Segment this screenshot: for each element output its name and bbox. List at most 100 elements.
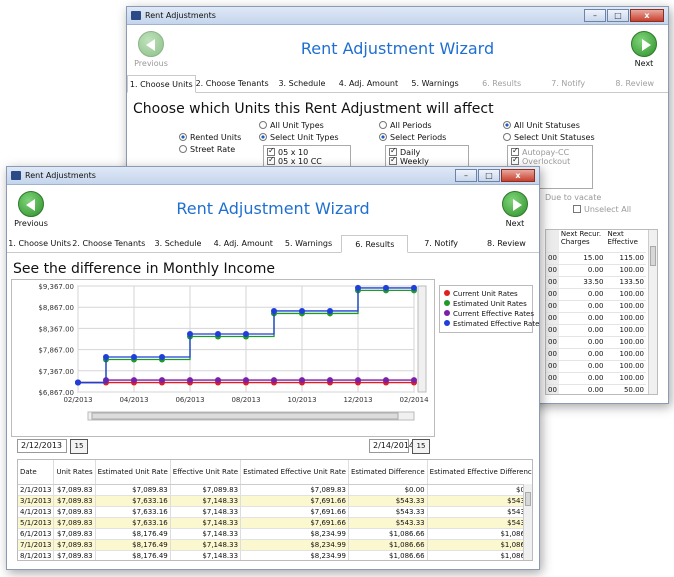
table-row[interactable]: 7/1/2013 $7,089.83 $8,176.49 $7,148.33 $8,23… [18,539,532,551]
column-header[interactable]: Estimated Difference [348,460,428,485]
radio-icon [179,145,187,153]
scroll-thumb[interactable] [525,492,531,506]
unit-type-item[interactable]: 05 x 10 [267,146,347,157]
y-tick-label: $7,867.00 [38,347,74,355]
all-unit-types-option[interactable]: All Unit Types [259,121,324,130]
select-unit-statuses-option[interactable]: Select Unit Statuses [503,133,595,142]
table-row[interactable]: 00 0.00 100.00 [546,312,646,325]
minimize-button[interactable]: – [584,9,606,22]
due-to-vacate-item[interactable]: Due to vacate [545,193,602,202]
table-row[interactable]: 5/1/2013 $7,089.83 $7,633.16 $7,148.33 $7,69… [18,517,532,529]
column-header[interactable]: Effective Unit Rate [170,460,242,485]
front-tab-notify[interactable]: 7. Notify [424,239,459,248]
table-row[interactable]: 00 0.00 100.00 [546,372,646,385]
checkbox-icon [389,155,397,165]
back-tab-choose-tenants[interactable]: 2. Choose Tenants [195,79,269,88]
previous-label: Previous [134,59,168,68]
front-previous-button[interactable]: Previous [11,191,51,228]
all-unit-statuses-option[interactable]: All Unit Statuses [503,121,580,130]
rented-units-option[interactable]: Rented Units [179,133,241,142]
table-row[interactable]: 2/1/2013 $7,089.83 $7,089.83 $7,089.83 $7,08… [18,484,532,496]
front-tab-schedule[interactable]: 3. Schedule [154,239,202,248]
x-tick-label: 02/2014 [399,396,429,404]
data-point [299,377,305,384]
table-cell: 100.00 [605,348,646,361]
all-periods-option[interactable]: All Periods [379,121,432,130]
back-previous-button[interactable]: Previous [131,31,171,68]
select-unit-types-option[interactable]: Select Unit Types [259,133,339,142]
table-cell: 00 [546,276,559,289]
x-tick-label: 02/2013 [63,396,92,404]
back-tab-schedule[interactable]: 3. Schedule [278,79,326,88]
next-arrow-icon [631,31,657,57]
period-item[interactable]: Weekly [389,155,465,166]
column-header[interactable]: Unit Rates [53,460,96,485]
table-scrollbar[interactable] [523,484,532,560]
back-tab-notify[interactable]: 7. Notify [551,79,586,88]
table-row[interactable]: 00 0.00 100.00 [546,360,646,373]
table-row[interactable]: 00 0.00 100.00 [546,300,646,313]
front-tab-choose-units[interactable]: 1. Choose Units [8,239,71,248]
column-header[interactable]: Estimated Effective Difference [427,460,532,485]
table-row[interactable]: 00 15.00 115.00 [546,252,646,265]
maximize-button[interactable]: □ [607,9,629,22]
unselect-all-button[interactable]: Unselect All [573,205,631,214]
status-item[interactable]: Overlockout [511,155,589,166]
table-row[interactable]: 00 0.00 50.00 [546,384,646,394]
back-tab-choose-units[interactable]: 1. Choose Units [127,75,196,93]
status-label: Autopay-CC [522,148,570,157]
x-tick-label: 12/2013 [343,396,372,404]
legend-label: Estimated Effective Rates [453,320,540,328]
x-tick-label: 06/2013 [175,396,204,404]
street-rate-option[interactable]: Street Rate [179,145,235,154]
front-window-title: Rent Adjustments [25,171,96,180]
front-tab-choose-tenants[interactable]: 2. Choose Tenants [72,239,146,248]
table-row[interactable]: 6/1/2013 $7,089.83 $8,176.49 $7,148.33 $8,23… [18,528,532,540]
table-cell: 4/1/2013 [18,506,55,518]
column-header[interactable]: Date [18,460,55,485]
maximize-button[interactable]: □ [478,169,500,182]
calendar-icon[interactable]: 15 [70,439,88,454]
unit-type-item[interactable]: 05 x 10 CC [267,155,347,166]
end-date-input[interactable]: 2/14/2014 15 [369,439,430,454]
back-tab-adj-amount[interactable]: 4. Adj. Amount [338,79,399,88]
back-tab-review[interactable]: 8. Review [615,79,655,88]
back-tab-results[interactable]: 6. Results [482,79,522,88]
column-header[interactable]: Estimated Unit Rate [95,460,171,485]
all-unit-statuses-label: All Unit Statuses [514,121,580,130]
front-tab-results[interactable]: 6. Results [341,235,409,253]
back-grid-scrollbar[interactable] [648,230,657,394]
table-row[interactable]: 00 0.00 100.00 [546,336,646,349]
table-cell: 3/1/2013 [18,495,55,507]
minimize-button[interactable]: – [455,169,477,182]
scroll-thumb[interactable] [650,246,656,266]
calendar-icon[interactable]: 15 [412,439,430,454]
table-cell: 6/1/2013 [18,528,55,540]
start-date-input[interactable]: 2/12/2013 15 [17,439,88,454]
data-point [215,377,221,384]
table-row[interactable]: 8/1/2013 $7,089.83 $8,176.49 $7,148.33 $8,23… [18,550,532,560]
table-row[interactable]: 00 0.00 100.00 [546,324,646,337]
table-row[interactable]: 00 0.00 100.00 [546,264,646,277]
period-item[interactable]: Daily [389,146,465,157]
front-next-button[interactable]: Next [495,191,535,228]
table-row[interactable]: 4/1/2013 $7,089.83 $7,633.16 $7,148.33 $7,69… [18,506,532,518]
back-tab-warnings[interactable]: 5. Warnings [411,79,459,88]
table-row[interactable]: 00 0.00 100.00 [546,288,646,301]
close-button[interactable]: x [630,9,664,22]
table-row[interactable]: 00 33.50 133.50 [546,276,646,289]
front-tab-warnings[interactable]: 5. Warnings [284,239,333,248]
front-tab-review[interactable]: 8. Review [487,239,526,248]
back-next-button[interactable]: Next [624,31,664,68]
close-button[interactable]: x [501,169,535,182]
status-item[interactable]: Autopay-CC [511,146,589,157]
select-periods-option[interactable]: Select Periods [379,133,446,142]
front-tab-adj-amount[interactable]: 4. Adj. Amount [213,239,273,248]
table-row[interactable]: 3/1/2013 $7,089.83 $7,633.16 $7,148.33 $7,69… [18,495,532,507]
radio-icon [379,121,387,129]
data-point [159,354,165,361]
data-point [271,377,277,384]
table-row[interactable]: 00 0.00 100.00 [546,348,646,361]
column-header[interactable]: Estimated Effective Unit Rate [240,460,349,485]
start-date-value: 2/12/2013 [21,441,63,450]
